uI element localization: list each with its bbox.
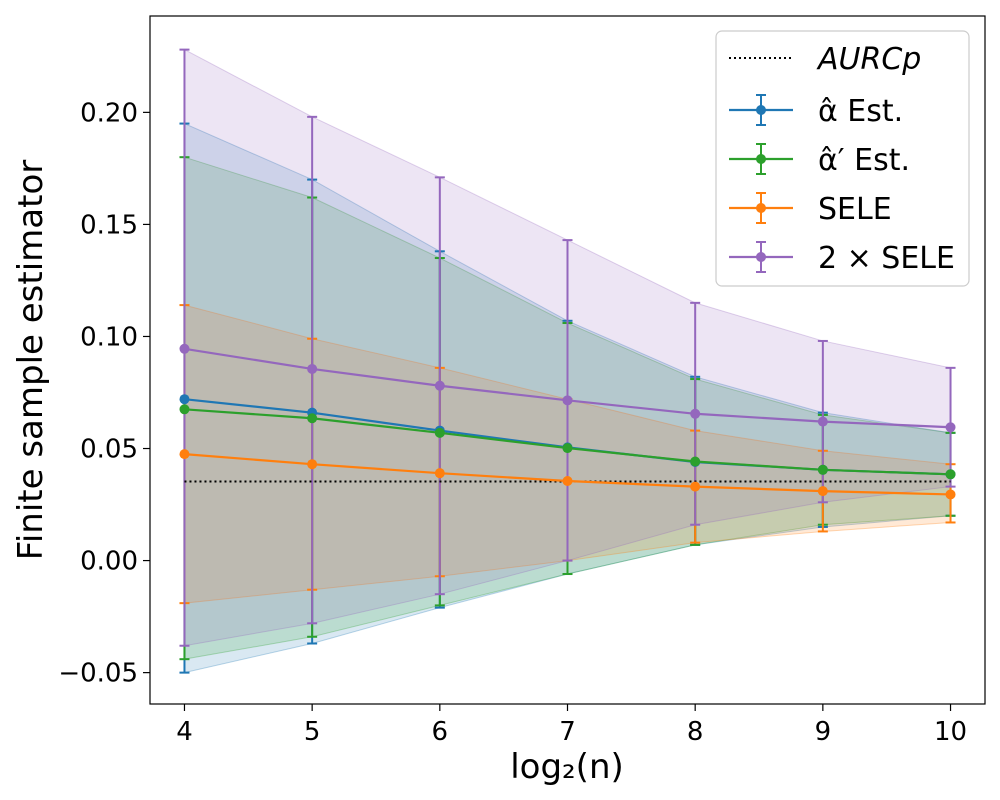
legend-item-sele: SELE	[729, 192, 892, 227]
point-s1-6	[945, 469, 956, 480]
y-axis-label: Finite sample estimator	[11, 160, 51, 561]
point-s3-1	[307, 363, 318, 374]
x-tick-label-5: 5	[304, 717, 321, 747]
y-tick-label-4: 0.15	[80, 210, 138, 240]
point-s1-0	[179, 404, 190, 415]
y-tick-label-2: 0.05	[80, 435, 138, 465]
legend-label-1: α̂′ Est.	[818, 143, 910, 178]
legend-label-3: 2 × SELE	[818, 241, 955, 276]
point-s2-1	[307, 459, 318, 470]
legend-item-2-sele: 2 × SELE	[729, 241, 955, 276]
y-tick-label-1: 0.00	[80, 547, 138, 577]
point-s2-5	[817, 486, 828, 497]
point-s2-3	[562, 476, 573, 487]
point-s1-4	[690, 456, 701, 467]
legend-item-est: α̂ Est.	[729, 94, 903, 129]
point-s1-5	[817, 464, 828, 475]
point-s2-0	[179, 449, 190, 460]
point-s3-6	[945, 422, 956, 433]
point-s1-3	[562, 443, 573, 454]
point-s1-2	[434, 427, 445, 438]
x-tick-label-6: 6	[432, 717, 449, 747]
point-s3-4	[690, 408, 701, 419]
y-tick-label-3: 0.10	[80, 322, 138, 352]
legend-box	[715, 30, 970, 287]
series-markers	[179, 343, 956, 500]
point-s0-0	[179, 394, 190, 405]
x-tick-label-9: 9	[815, 717, 832, 747]
point-s2-6	[945, 489, 956, 500]
x-axis: 4 5 6 7 8 9 10	[176, 704, 967, 747]
legend-label-0: α̂ Est.	[818, 94, 903, 129]
x-tick-label-7: 7	[559, 717, 576, 747]
x-tick-label-4: 4	[176, 717, 193, 747]
x-axis-label: log₂(n)	[510, 747, 624, 787]
point-s3-5	[817, 416, 828, 427]
legend-label-reference: AURCp	[816, 42, 921, 77]
point-s3-2	[434, 380, 445, 391]
point-s3-0	[179, 343, 190, 354]
x-tick-label-10: 10	[934, 717, 967, 747]
y-tick-label-0: −0.05	[58, 659, 138, 689]
legend-label-2: SELE	[818, 192, 892, 227]
point-s2-4	[690, 481, 701, 492]
legend-item-est: α̂′ Est.	[729, 143, 910, 178]
point-s3-3	[562, 395, 573, 406]
y-axis: −0.05 0.00 0.05 0.10 0.15 0.20	[58, 98, 150, 689]
point-s1-1	[307, 413, 318, 424]
legend: AURCp α̂ Est. α̂′ Est. SELE 2 × SELE	[715, 30, 970, 287]
point-s2-2	[434, 468, 445, 479]
y-tick-label-5: 0.20	[80, 98, 138, 128]
x-tick-label-8: 8	[687, 717, 704, 747]
